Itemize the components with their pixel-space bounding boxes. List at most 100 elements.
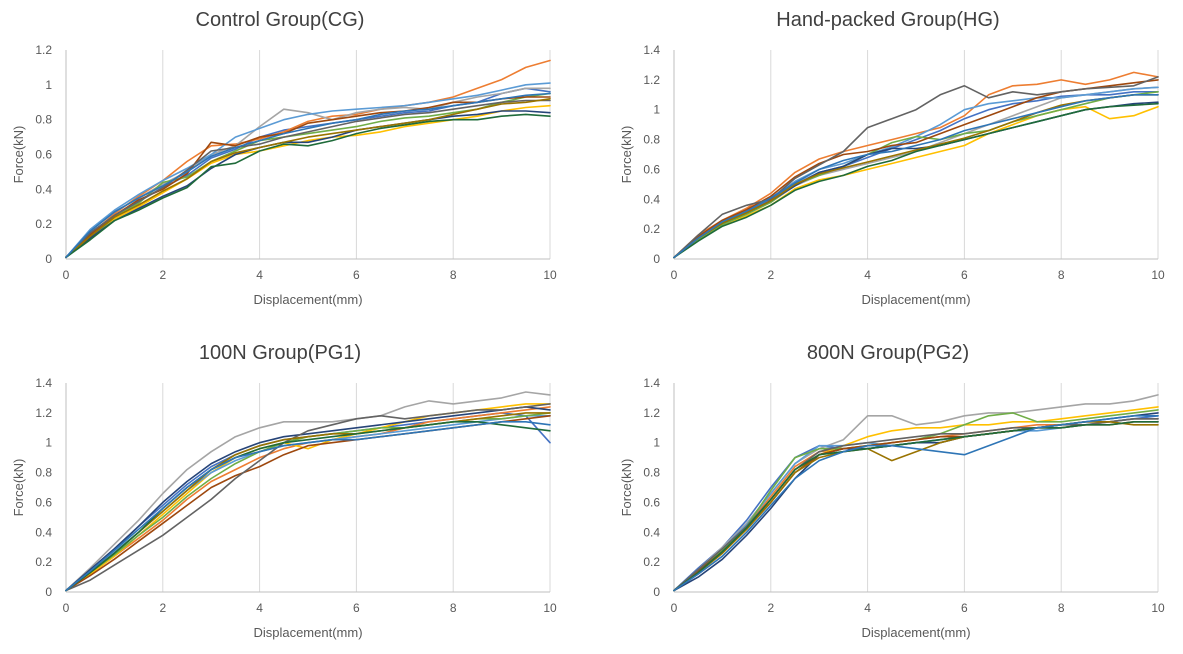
pg1-series-line-3 <box>65 391 551 592</box>
cg-x-tick-label: 4 <box>256 268 263 282</box>
chart-panel-pg2: 800N Group(PG2) 0 2 4 6 8 10 0 0.2 0.4 0.6 0.8 1 1.2 1… <box>608 333 1183 654</box>
hg-y-tick-label: 0.8 <box>643 133 660 147</box>
cg-y-tick-label: 1.2 <box>35 43 52 57</box>
hg-y-axis-label: Force(kN) <box>619 126 634 184</box>
pg1-x-tick-label: 2 <box>159 601 166 615</box>
hg-x-tick-label: 6 <box>961 268 968 282</box>
cg-x-tick-label: 10 <box>543 268 557 282</box>
chart-pg1-svg: 100N Group(PG1) 0 2 4 6 8 10 0 0.2 0.4 0.6 0.8 1 1.2 1… <box>11 342 557 640</box>
hg-series-line-5 <box>673 86 1159 259</box>
cg-series-line-4 <box>65 104 551 259</box>
cg-series-line-11 <box>65 113 551 259</box>
pg1-series-line-9 <box>65 403 551 592</box>
chart-pg2-svg: 800N Group(PG2) 0 2 4 6 8 10 0 0.2 0.4 0.6 0.8 1 1.2 1… <box>619 342 1165 640</box>
pg2-y-tick-label: 1 <box>653 436 660 450</box>
pg2-series-line-11 <box>673 421 1159 592</box>
pg2-y-tick-label: 1.2 <box>643 406 660 420</box>
pg2-x-axis-label: Displacement(mm) <box>861 625 970 640</box>
pg1-y-tick-label: 0.4 <box>35 525 52 539</box>
hg-y-tick-label: 1.4 <box>643 43 660 57</box>
hg-series-line-4 <box>673 105 1159 259</box>
pg1-y-tick-label: 0.8 <box>35 466 52 480</box>
pg2-x-tick-label: 0 <box>671 601 678 615</box>
cg-y-tick-label: 0.2 <box>35 217 52 231</box>
hg-series-line-1 <box>673 91 1159 259</box>
hg-x-tick-label: 8 <box>1058 268 1065 282</box>
pg2-series-line-5 <box>673 418 1159 592</box>
pg1-y-axis-label: Force(kN) <box>11 459 26 517</box>
hg-series-line-7 <box>673 101 1159 259</box>
hg-series-line-6 <box>673 91 1159 259</box>
cg-y-tick-label: 0.6 <box>35 148 52 162</box>
hg-x-axis-label: Displacement(mm) <box>861 292 970 307</box>
pg2-series-line-8 <box>673 421 1159 592</box>
pg2-y-tick-label: 0 <box>653 585 660 599</box>
chart-hg-svg: Hand-packed Group(HG) 0 2 4 6 8 10 0 0.2 0.4 0.6 0.… <box>619 9 1165 307</box>
hg-series-line-12 <box>673 94 1159 259</box>
hg-y-tick-label: 0.2 <box>643 222 660 236</box>
pg2-y-axis-label: Force(kN) <box>619 459 634 517</box>
hg-y-tick-label: 0 <box>653 252 660 266</box>
pg1-y-tick-label: 0.2 <box>35 555 52 569</box>
pg1-y-tick-label: 1 <box>45 436 52 450</box>
hg-series-line-3 <box>673 86 1159 259</box>
pg2-x-tick-label: 10 <box>1151 601 1165 615</box>
pg2-series-line-2 <box>673 418 1159 592</box>
hg-y-tick-label: 0.4 <box>643 192 660 206</box>
cg-series-line-6 <box>65 92 551 259</box>
cg-series-line-7 <box>65 110 551 259</box>
cg-series-line-12 <box>65 92 551 259</box>
pg1-series-line-7 <box>65 406 551 592</box>
cg-series-line-5 <box>65 82 551 259</box>
pg2-x-tick-label: 2 <box>767 601 774 615</box>
pg2-series-line-12 <box>673 415 1159 592</box>
pg1-x-tick-label: 8 <box>450 601 457 615</box>
hg-series-line-11 <box>673 102 1159 259</box>
pg2-series-line-4 <box>673 406 1159 592</box>
pg1-y-tick-label: 0.6 <box>35 495 52 509</box>
cg-series-line-2 <box>65 59 551 259</box>
hg-x-tick-label: 10 <box>1151 268 1165 282</box>
cg-x-tick-label: 2 <box>159 268 166 282</box>
cg-y-tick-label: 1 <box>45 78 52 92</box>
hg-y-tick-label: 0.6 <box>643 162 660 176</box>
hg-chart-title: Hand-packed Group(HG) <box>776 9 999 31</box>
pg1-chart-title: 100N Group(PG1) <box>199 342 361 364</box>
pg2-y-tick-label: 0.2 <box>643 555 660 569</box>
pg2-x-tick-label: 8 <box>1058 601 1065 615</box>
pg1-series-line-11 <box>65 421 551 592</box>
pg2-x-tick-label: 6 <box>961 601 968 615</box>
chart-panel-hg: Hand-packed Group(HG) 0 2 4 6 8 10 0 0.2 0.4 0.6 0.… <box>608 0 1183 318</box>
chart-panel-cg: Control Group(CG) 0 2 4 6 8 10 0 0.2 0.4 0.6 0.8 1 1.… <box>0 0 575 318</box>
cg-x-tick-label: 8 <box>450 268 457 282</box>
pg2-series-line-10 <box>673 421 1159 592</box>
cg-series-line-9 <box>65 99 551 259</box>
chart-panel-pg1: 100N Group(PG1) 0 2 4 6 8 10 0 0.2 0.4 0.6 0.8 1 1.2 1… <box>0 333 575 654</box>
pg2-y-tick-label: 1.4 <box>643 376 660 390</box>
pg2-y-tick-label: 0.8 <box>643 466 660 480</box>
cg-y-tick-label: 0.8 <box>35 113 52 127</box>
hg-series-line-9 <box>673 76 1159 259</box>
pg2-series-line-9 <box>673 418 1159 592</box>
pg2-y-tick-label: 0.6 <box>643 495 660 509</box>
pg1-y-tick-label: 1.2 <box>35 406 52 420</box>
pg1-series-line-12 <box>65 421 551 592</box>
hg-x-tick-label: 4 <box>864 268 871 282</box>
pg1-y-tick-label: 1.4 <box>35 376 52 390</box>
pg1-x-tick-label: 0 <box>63 601 70 615</box>
cg-y-tick-label: 0.4 <box>35 182 52 196</box>
cg-series-line-10 <box>65 98 551 259</box>
cg-x-tick-label: 0 <box>63 268 70 282</box>
chart-cg-svg: Control Group(CG) 0 2 4 6 8 10 0 0.2 0.4 0.6 0.8 1 1.… <box>11 9 557 307</box>
pg1-x-axis-label: Displacement(mm) <box>253 625 362 640</box>
cg-y-tick-label: 0 <box>45 252 52 266</box>
pg1-series-line-4 <box>65 403 551 592</box>
hg-series-line-10 <box>673 94 1159 259</box>
hg-y-tick-label: 1 <box>653 103 660 117</box>
cg-chart-title: Control Group(CG) <box>196 9 365 31</box>
pg2-chart-title: 800N Group(PG2) <box>807 342 969 364</box>
pg2-y-tick-label: 0.4 <box>643 525 660 539</box>
pg1-x-tick-label: 4 <box>256 601 263 615</box>
pg2-x-tick-label: 4 <box>864 601 871 615</box>
hg-y-tick-label: 1.2 <box>643 73 660 87</box>
